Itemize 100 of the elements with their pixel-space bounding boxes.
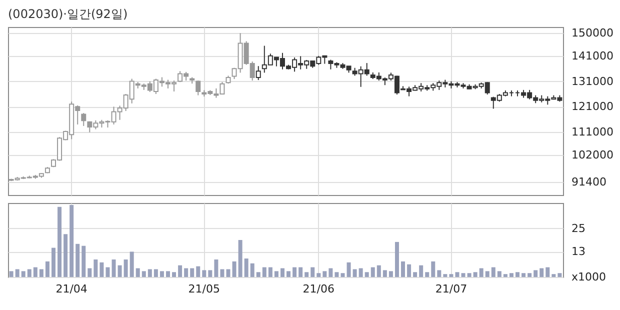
bar xyxy=(268,267,272,277)
y-tick-label: 102000 xyxy=(572,148,614,162)
bar xyxy=(310,267,315,277)
bar xyxy=(232,261,236,277)
bar xyxy=(479,268,484,277)
candlestick xyxy=(196,80,201,96)
bar xyxy=(443,274,448,277)
chart-title: (002030)·일간(92일) xyxy=(8,7,128,21)
bar xyxy=(370,267,375,277)
x-tick-label: 21/05 xyxy=(188,282,220,296)
bar xyxy=(39,269,44,277)
bar xyxy=(497,271,502,277)
bar xyxy=(467,273,472,277)
bar xyxy=(27,269,32,277)
bar xyxy=(262,267,266,277)
bar xyxy=(346,262,351,277)
bar xyxy=(376,265,381,277)
bar xyxy=(196,266,200,277)
x-tick-label: 21/04 xyxy=(56,282,88,296)
bar xyxy=(334,272,339,277)
bar xyxy=(316,273,321,277)
bar xyxy=(214,259,218,277)
bar xyxy=(160,271,164,277)
bar xyxy=(220,269,224,277)
bar xyxy=(286,271,291,277)
bar xyxy=(407,264,412,277)
bar xyxy=(328,268,333,277)
bar xyxy=(419,265,424,277)
bar xyxy=(88,268,92,277)
y-tick-label: 121000 xyxy=(572,100,614,114)
bar xyxy=(112,259,116,277)
bar xyxy=(250,263,254,277)
y-tick-label: 150000 xyxy=(572,26,614,40)
bar xyxy=(142,271,146,277)
bar xyxy=(491,267,496,277)
bar xyxy=(82,246,86,277)
bar xyxy=(178,265,182,277)
x-tick-label: 21/06 xyxy=(302,282,334,296)
bar xyxy=(208,270,212,277)
bar xyxy=(166,271,170,277)
bar xyxy=(58,206,62,277)
y-tick-label: 111000 xyxy=(572,126,614,139)
bar xyxy=(15,269,20,277)
bar xyxy=(503,274,508,277)
bar xyxy=(322,271,327,277)
bar xyxy=(256,272,260,277)
bar xyxy=(45,261,50,277)
bar xyxy=(461,273,466,277)
bar xyxy=(76,244,80,277)
bar xyxy=(455,272,460,277)
bar xyxy=(540,268,544,277)
bar xyxy=(437,270,442,277)
bar xyxy=(358,268,363,277)
bar xyxy=(473,272,478,277)
bar xyxy=(244,258,248,277)
bar xyxy=(51,248,56,277)
bar xyxy=(21,271,26,277)
bar xyxy=(431,261,436,277)
bar xyxy=(33,267,38,277)
bar xyxy=(298,267,303,277)
bar xyxy=(394,242,399,277)
bar xyxy=(226,269,230,277)
bar xyxy=(516,272,520,277)
bar xyxy=(136,268,140,277)
bar xyxy=(118,265,122,277)
bar xyxy=(352,269,357,277)
bar xyxy=(401,261,406,277)
y-tick-label: x1000 xyxy=(572,270,606,284)
bar xyxy=(154,269,158,277)
bar xyxy=(238,240,242,277)
bar xyxy=(449,274,454,277)
bar xyxy=(388,271,393,277)
y-tick-label: 131000 xyxy=(572,74,614,88)
bar xyxy=(130,252,134,277)
bar xyxy=(340,273,345,277)
bar xyxy=(190,268,194,277)
bar xyxy=(184,268,188,277)
bar xyxy=(522,273,526,277)
bar xyxy=(148,269,152,277)
candlestick xyxy=(256,66,261,81)
bar xyxy=(558,273,562,277)
bar xyxy=(552,274,556,277)
bar xyxy=(280,268,284,277)
bar xyxy=(382,270,387,277)
bar xyxy=(9,271,14,277)
bar xyxy=(304,272,309,277)
bar xyxy=(94,259,98,277)
bar xyxy=(364,272,369,277)
y-tick-label: 141000 xyxy=(572,49,614,62)
y-tick-label: 13 xyxy=(572,245,586,258)
bar xyxy=(528,273,532,277)
bar xyxy=(172,272,176,277)
bar xyxy=(202,270,206,277)
bar xyxy=(546,267,550,277)
bar xyxy=(413,272,418,277)
bar xyxy=(509,273,514,277)
bar xyxy=(292,267,297,277)
y-tick-label: 25 xyxy=(572,222,586,235)
x-tick-label: 21/07 xyxy=(435,282,468,296)
candlestick xyxy=(81,112,86,126)
